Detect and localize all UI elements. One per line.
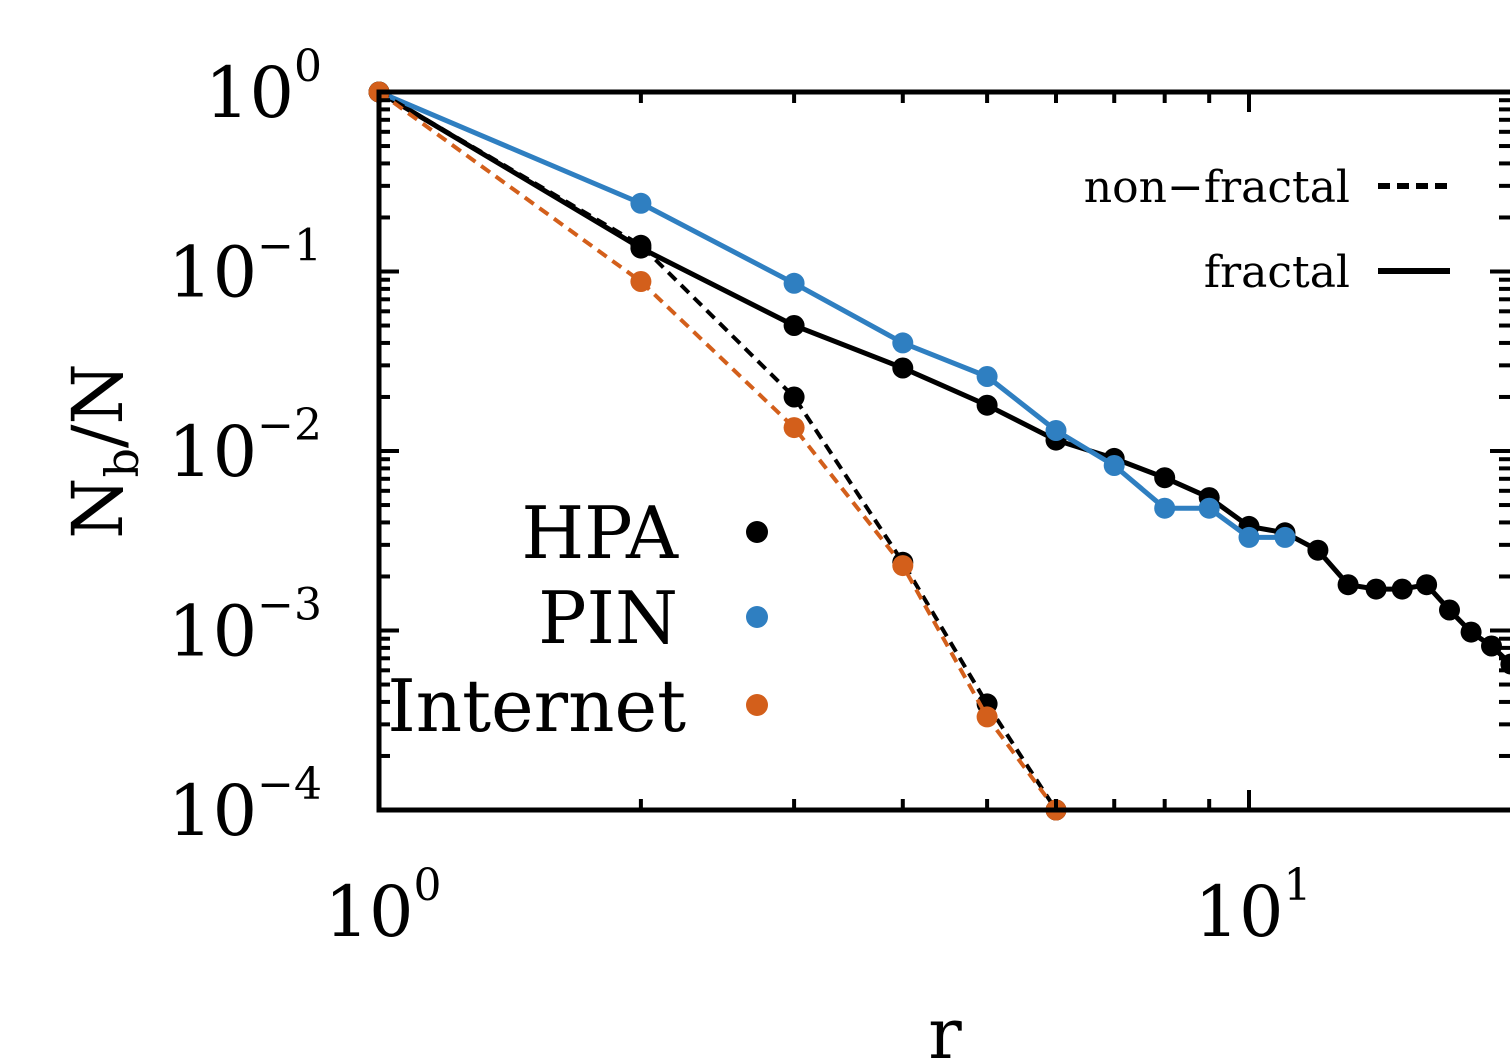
series-pin-fractal [368,81,1296,548]
y-tick-label-3: 10−3 [168,580,322,673]
x-tick-label-1: 101 [1194,860,1311,953]
point-pin-fractal-10 [1274,526,1296,548]
x-tick-label-exp: 1 [1284,860,1312,911]
y-ticks [379,90,1510,812]
point-pin-fractal-7 [1154,497,1176,519]
series-legend: HPA PIN Internet [387,491,768,748]
y-tick-label-base: 10 [168,591,257,673]
point-hpa-fractal-17 [1460,621,1482,643]
y-axis-label-sub: b [95,448,149,477]
legend-marker-hpa [746,521,768,543]
x-ticks [377,92,1251,810]
y-tick-label-base: 10 [205,52,294,134]
point-pin-fractal-9 [1238,526,1260,548]
y-tick-label-base: 10 [168,232,257,314]
series-internet-nonfractal-line [377,90,1058,812]
series-internet-nonfractal [368,81,1067,821]
style-legend-fractal-label: fractal [1204,247,1350,298]
point-hpa-fractal-12 [1337,574,1359,596]
point-hpa-fractal-7 [1154,467,1176,489]
y-tick-label-0: 100 [205,41,322,134]
y-tick-label-exp: 0 [294,41,322,92]
point-hpa-fractal-11 [1307,539,1329,561]
legend-label-internet: Internet [387,664,686,748]
point-hpa-fractal-2 [783,315,805,336]
series-layer [368,81,1510,821]
x-tick-label-base: 10 [324,871,413,953]
style-legend-nonfractal-label: non−fractal [1084,162,1350,213]
style-legend: non−fractal fractal [1084,162,1450,298]
point-hpa-fractal-4 [976,394,998,416]
x-tick-label-0: 100 [324,860,441,953]
point-hpa-fractal-18 [1481,635,1502,657]
y-tick-label-4: 10−4 [168,759,322,852]
point-hpa-fractal-16 [1439,599,1460,621]
point-hpa-fractal-13 [1365,578,1387,600]
y-tick-label-exp: −2 [257,400,322,451]
point-pin-fractal-2 [783,272,805,294]
x-tick-label-exp: 0 [414,860,442,911]
point-internet-nonfractal-1 [630,271,652,292]
y-tick-label-exp: −4 [257,759,322,810]
y-tick-label-2: 10−2 [168,400,322,493]
y-tick-label-base: 10 [168,411,257,493]
y-axis-label-tail: /N [57,363,139,448]
tick-layer [377,90,1510,812]
y-tick-label-base: 10 [168,770,257,852]
point-hpa-nonfractal-2 [783,386,805,408]
legend-label-hpa: HPA [521,491,679,575]
point-pin-fractal-4 [976,366,998,387]
point-pin-fractal-3 [892,332,914,354]
y-tick-label-exp: −3 [257,580,322,631]
point-hpa-fractal-3 [892,357,914,379]
y-tick-label-1: 10−1 [168,221,322,314]
point-pin-fractal-5 [1045,420,1067,441]
point-pin-fractal-6 [1103,455,1125,476]
legend-marker-internet [746,694,768,716]
x-axis-label: r [928,993,962,1058]
point-pin-fractal-1 [630,192,652,214]
x-tick-label-base: 10 [1194,871,1283,953]
legend-label-pin: PIN [538,576,678,660]
legend-marker-pin [746,606,768,628]
point-hpa-fractal-15 [1416,574,1438,596]
point-hpa-nonfractal-1 [630,234,652,256]
y-axis-label-main: N [57,478,139,539]
point-hpa-fractal-14 [1391,578,1413,600]
series-hpa-nonfractal-line [377,90,1058,812]
point-internet-nonfractal-3 [892,555,914,577]
y-tick-label-exp: −1 [257,221,322,272]
point-internet-nonfractal-2 [783,417,805,439]
point-internet-nonfractal-4 [976,706,998,728]
point-pin-fractal-8 [1198,497,1220,519]
y-axis-label: Nb/N [57,363,149,539]
